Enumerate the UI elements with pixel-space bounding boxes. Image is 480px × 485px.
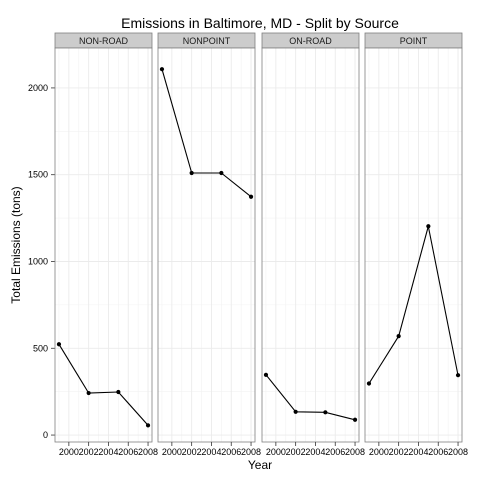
chart-title: Emissions in Baltimore, MD - Split by So… — [121, 15, 399, 31]
x-tick-label: 2004 — [305, 447, 325, 457]
panel-background — [55, 48, 152, 442]
data-point — [366, 381, 372, 386]
facet-panel-point: POINT 2000 2002 2004 2006 2008 — [364, 32, 468, 457]
facet-panel-non-road: NON-ROAD 2000 2002 2004 2006 2008 — [54, 32, 158, 457]
x-tick-label: 2000 — [369, 447, 389, 457]
data-point — [455, 373, 461, 378]
x-tick-label: 2002 — [389, 447, 409, 457]
x-tick-label: 2006 — [428, 447, 448, 457]
facet-strip-label: NONPOINT — [183, 36, 231, 46]
data-point — [352, 417, 358, 422]
data-point — [263, 372, 269, 377]
data-point — [248, 194, 254, 199]
data-point — [56, 342, 62, 347]
facet-panel-on-road: ON-ROAD 2000 2002 2004 2006 2008 — [261, 32, 365, 457]
data-point — [293, 409, 298, 414]
y-tick-label: 2000 — [28, 83, 48, 93]
x-tick-label: 2002 — [286, 447, 306, 457]
x-tick-label: 2008 — [241, 447, 261, 457]
series-line — [368, 226, 459, 384]
data-point — [219, 170, 224, 176]
data-point — [159, 67, 165, 72]
y-axis-title: Total Emissions (tons) — [9, 186, 23, 303]
y-tick-label: 1500 — [28, 170, 48, 180]
series-line — [265, 374, 356, 421]
series-line — [58, 344, 149, 426]
y-tick-label: 1000 — [28, 256, 48, 266]
x-tick-label: 2006 — [118, 447, 138, 457]
x-tick-label: 2002 — [182, 447, 202, 457]
facet-strip-label: POINT — [400, 36, 428, 46]
x-tick-label: 2000 — [59, 447, 79, 457]
x-tick-label: 2002 — [79, 447, 99, 457]
series-line — [161, 69, 252, 198]
x-tick-label: 2000 — [162, 447, 182, 457]
data-point — [396, 334, 401, 339]
panel-background — [365, 48, 462, 442]
y-axis: 0 500 1000 1500 2000 — [28, 83, 55, 440]
panel-border — [261, 47, 360, 443]
data-point — [426, 224, 431, 229]
x-tick-label: 2008 — [345, 447, 365, 457]
panel-border — [364, 47, 463, 443]
data-point — [323, 410, 328, 415]
panel-background — [262, 48, 359, 442]
x-tick-label: 2006 — [325, 447, 345, 457]
y-tick-label: 500 — [33, 343, 48, 353]
facet-strip-label: NON-ROAD — [79, 36, 128, 46]
x-tick-label: 2000 — [266, 447, 286, 457]
x-tick-label: 2004 — [201, 447, 221, 457]
data-point — [145, 423, 151, 428]
panel-border — [54, 47, 153, 443]
x-axis-title: Year — [248, 458, 272, 472]
x-tick-label: 2008 — [448, 447, 468, 457]
x-tick-label: 2004 — [98, 447, 118, 457]
facet-strip-label: ON-ROAD — [289, 36, 332, 46]
data-point — [86, 390, 91, 396]
y-tick-label: 0 — [43, 430, 48, 440]
panel-border — [157, 47, 256, 443]
x-tick-label: 2004 — [408, 447, 428, 457]
data-point — [116, 389, 121, 395]
data-point — [189, 170, 194, 176]
x-tick-label: 2008 — [138, 447, 158, 457]
facet-panel-nonpoint: NONPOINT 2000 2002 2004 2006 2008 — [157, 32, 261, 457]
x-tick-label: 2006 — [221, 447, 241, 457]
